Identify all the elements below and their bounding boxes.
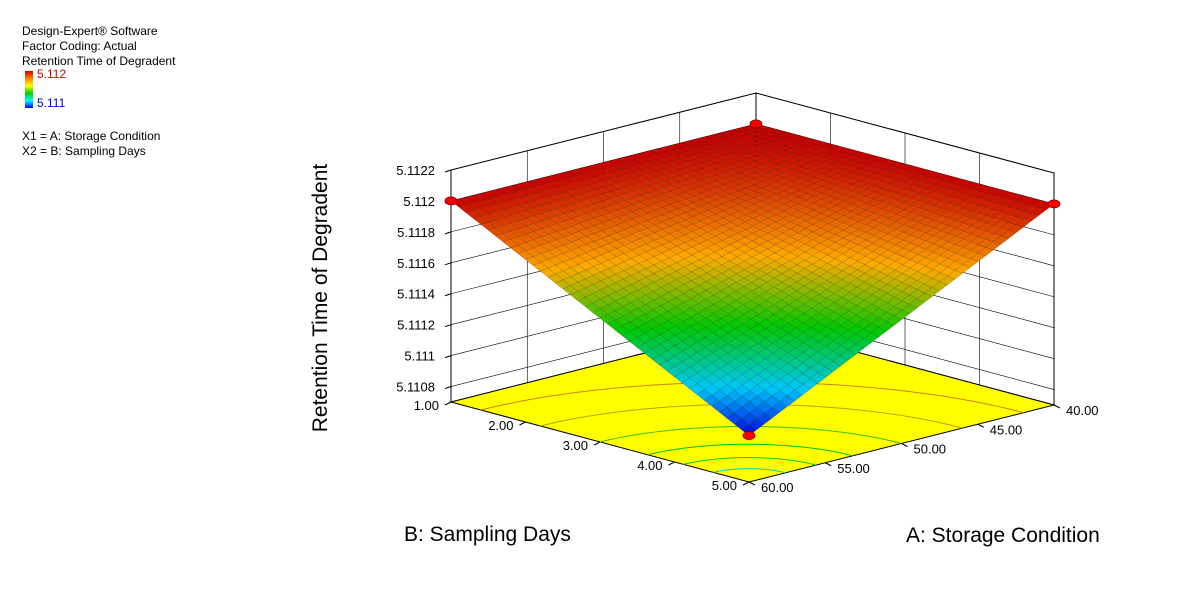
z-tick-label: 5.1114 [397,287,435,302]
y-tick-mark [742,481,750,486]
z-tick-mark [444,324,452,328]
y-axis-title: B: Sampling Days [404,523,571,546]
z-tick-mark [444,169,452,173]
z-tick-label: 5.1108 [396,380,435,395]
y-tick-mark [593,441,601,446]
z-tick-label: 5.1118 [397,225,435,240]
software-label: Design-Expert® Software [22,24,158,38]
x-tick-mark [748,481,756,486]
y-tick-label: 5.00 [712,478,737,493]
legend: Design-Expert® Software Factor Coding: A… [22,24,175,69]
design-point [1047,199,1061,209]
floor-contour [647,443,853,457]
y-tick-mark [519,421,526,426]
x-tick-label: 60.00 [761,480,794,495]
wall-grid-line [450,92,757,171]
wall-grid-line [755,92,1055,174]
color-scale-min: 5.111 [37,96,66,110]
factor-x2-label: X2 = B: Sampling Days [22,144,146,158]
axis-frame [450,170,1055,405]
x-tick-mark [1053,404,1061,409]
design-point [749,119,763,129]
y-tick-label: 3.00 [563,438,588,453]
x-tick-label: 40.00 [1066,403,1099,418]
tick-labels: 5.1108 5.111 5.1112 5.1114 5.1116 5.1118 5.112… [396,163,1098,495]
x-tick-mark [901,443,908,447]
x-axis-title: A: Storage Condition [906,524,1100,547]
response-label: Retention Time of Degradent [22,54,176,68]
color-scale-bar [25,71,33,108]
factor-x1-label: X1 = A: Storage Condition [22,129,161,143]
factor-legend: X1 = A: Storage Condition X2 = B: Sampli… [22,129,160,159]
z-tick-mark [444,262,452,266]
z-tick-label: 5.1112 [397,318,435,333]
floor-contour [683,457,817,466]
floor-contour [713,468,786,474]
x-tick-label: 45.00 [990,422,1023,437]
design-point [742,431,756,441]
z-tick-label: 5.1122 [396,163,435,178]
y-tick-label: 1.00 [414,398,439,413]
z-tick-label: 5.112 [403,194,435,209]
color-scale-max: 5.112 [37,67,67,81]
x-tick-mark [977,423,984,428]
z-tick-mark [444,293,452,297]
y-tick-mark [444,401,452,406]
z-axis-title: Retention Time of Degradent [309,164,332,433]
z-tick-mark [444,231,452,235]
factor-coding-label: Factor Coding: Actual [22,39,137,53]
z-tick-mark [444,386,452,390]
z-tick-label: 5.111 [404,349,435,364]
y-tick-label: 4.00 [637,458,662,473]
design-point [444,196,458,206]
response-surface [450,123,1055,436]
z-tick-mark [444,355,452,359]
x-tick-mark [825,462,832,467]
x-tick-label: 55.00 [837,461,870,476]
y-tick-label: 2.00 [488,418,513,433]
design-points [444,119,1061,441]
x-tick-label: 50.00 [914,442,947,457]
z-tick-label: 5.1116 [397,256,435,271]
y-tick-mark [668,461,675,466]
